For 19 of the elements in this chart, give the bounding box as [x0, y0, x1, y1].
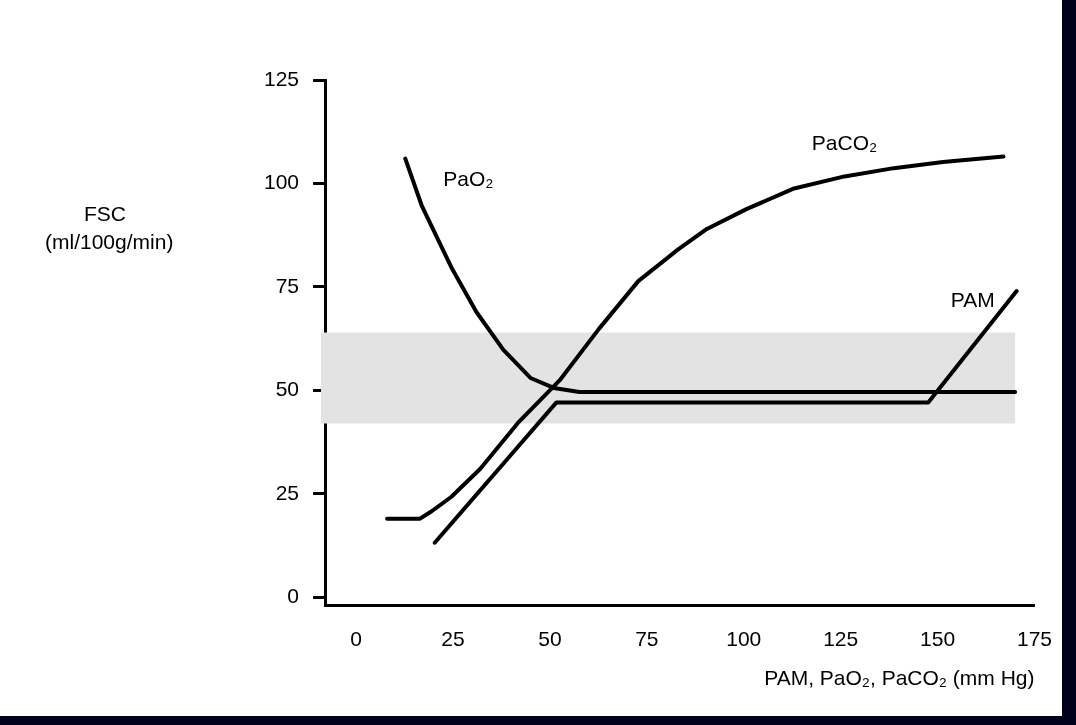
- x-tick-label: 0: [350, 627, 362, 650]
- x-tick-label: 100: [726, 627, 762, 650]
- y-tick-label: 75: [275, 273, 300, 297]
- y-tick-label: 100: [263, 170, 300, 194]
- y-tick-label: 25: [275, 480, 300, 504]
- x-axis-title: PAM, PaO₂, PaCO₂ (mm Hg): [764, 666, 1035, 690]
- y-axis-title: FSC (ml/100g/min): [44, 201, 175, 255]
- x-tick-label: 75: [635, 627, 659, 650]
- x-tick-label: 25: [441, 627, 465, 650]
- series-label: PAM: [950, 287, 995, 311]
- series-label: PaO₂: [443, 167, 494, 191]
- x-tick-label: 150: [920, 627, 956, 650]
- x-tick-label: 125: [823, 627, 859, 650]
- x-tick-label: 175: [1016, 627, 1052, 650]
- x-tick-label: 50: [538, 627, 562, 650]
- y-tick-label: 0: [287, 584, 300, 608]
- y-tick-label: 125: [263, 66, 300, 90]
- series-label: PaCO₂: [811, 131, 878, 155]
- y-tick-label: 50: [275, 377, 300, 401]
